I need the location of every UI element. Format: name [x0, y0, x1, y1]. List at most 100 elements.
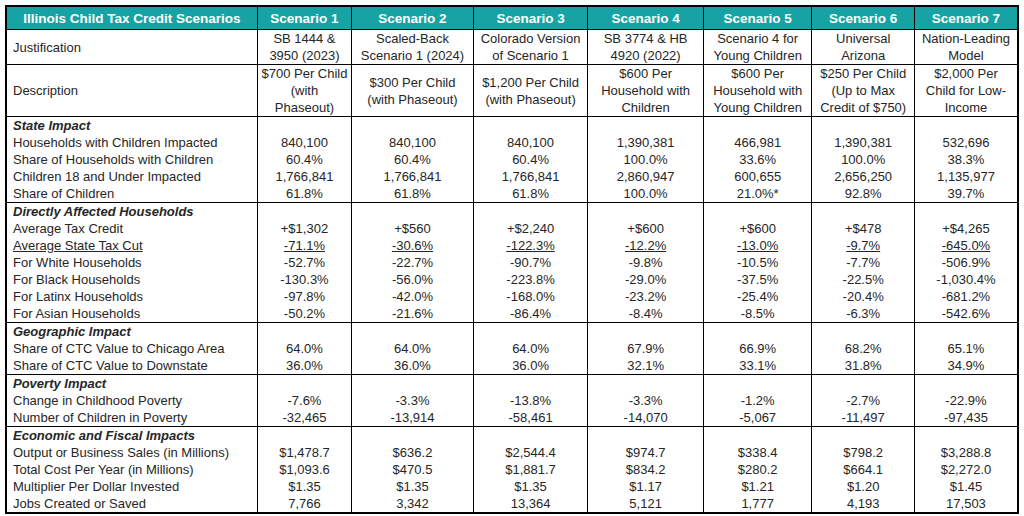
row-label: Share of CTC Value to Downstate	[6, 357, 257, 375]
value-cell	[257, 427, 351, 445]
table-row: For White Households-52.7%-22.7%-90.7%-9…	[6, 254, 1018, 271]
row-label: Description	[6, 65, 257, 117]
value-cell: 39.7%	[914, 185, 1018, 203]
value-cell: $1.35	[473, 478, 588, 495]
value-cell: 60.4%	[473, 151, 588, 168]
value-cell	[914, 427, 1018, 445]
value-cell: 32.1%	[588, 357, 704, 375]
value-cell	[703, 203, 812, 221]
value-cell: -3.3%	[352, 392, 474, 409]
scenario-7-header: Scenario 7	[914, 6, 1018, 30]
value-cell: -13.0%	[703, 237, 812, 254]
value-cell: 1,390,381	[588, 134, 704, 151]
value-cell: $834.2	[588, 461, 704, 478]
table-row: Jobs Created or Saved7,7663,34213,3645,1…	[6, 495, 1018, 513]
table-container: Illinois Child Tax Credit Scenarios Scen…	[5, 5, 1019, 514]
value-cell	[257, 323, 351, 341]
scenario-3-header: Scenario 3	[473, 6, 588, 30]
table-body: JustificationSB 1444 & 3950 (2023)Scaled…	[6, 30, 1018, 514]
value-cell: 840,100	[352, 134, 474, 151]
value-cell	[812, 427, 915, 445]
value-cell	[588, 203, 704, 221]
value-cell: 2,860,947	[588, 168, 704, 185]
row-label: For White Households	[6, 254, 257, 271]
value-cell: -22.7%	[352, 254, 474, 271]
value-cell: -9.7%	[812, 237, 915, 254]
value-cell: 600,655	[703, 168, 812, 185]
value-cell	[812, 117, 915, 135]
value-cell: -2.7%	[812, 392, 915, 409]
value-cell: 2,656,250	[812, 168, 915, 185]
value-cell: -97,435	[914, 409, 1018, 427]
section-header-row: Geographic Impact	[6, 323, 1018, 341]
table-row: Share of Households with Children 60.4%60…	[6, 151, 1018, 168]
table-row: Multiplier Per Dollar Invested$1.35$1.35…	[6, 478, 1018, 495]
value-cell: -645.0%	[914, 237, 1018, 254]
scenario-1-header: Scenario 1	[257, 6, 351, 30]
value-cell	[914, 323, 1018, 341]
value-cell: 65.1%	[914, 340, 1018, 357]
value-cell: $338.4	[703, 444, 812, 461]
row-label: For Latinx Households	[6, 288, 257, 305]
value-cell: Universal Arizona	[812, 30, 915, 65]
value-cell: +$4,265	[914, 220, 1018, 237]
value-cell: 840,100	[257, 134, 351, 151]
value-cell: -20.4%	[812, 288, 915, 305]
value-cell: Colorado Version of Scenario 1	[473, 30, 588, 65]
value-cell: $1.35	[352, 478, 474, 495]
value-cell: -30.6%	[352, 237, 474, 254]
value-cell	[257, 203, 351, 221]
value-cell: 21.0%*	[703, 185, 812, 203]
value-cell: 36.0%	[473, 357, 588, 375]
value-cell: 34.9%	[914, 357, 1018, 375]
value-cell: 840,100	[473, 134, 588, 151]
value-cell: $2,544.4	[473, 444, 588, 461]
value-cell: -1,030.4%	[914, 271, 1018, 288]
row-label: Total Cost Per Year (in Millions)	[6, 461, 257, 478]
value-cell: -22.5%	[812, 271, 915, 288]
value-cell	[257, 117, 351, 135]
value-cell: -90.7%	[473, 254, 588, 271]
value-cell: $1,478.7	[257, 444, 351, 461]
value-cell: $2,272.0	[914, 461, 1018, 478]
value-cell	[473, 203, 588, 221]
value-cell: $1.45	[914, 478, 1018, 495]
value-cell	[352, 427, 474, 445]
row-label: Share of Households with Children	[6, 151, 257, 168]
row-label: Share of Children	[6, 185, 257, 203]
value-cell	[588, 427, 704, 445]
value-cell	[914, 375, 1018, 393]
value-cell: 64.0%	[473, 340, 588, 357]
section-title: State Impact	[6, 117, 257, 135]
value-cell: 92.8%	[812, 185, 915, 203]
table-header-row: Illinois Child Tax Credit Scenarios Scen…	[6, 6, 1018, 30]
ctc-scenarios-table: Illinois Child Tax Credit Scenarios Scen…	[5, 5, 1019, 514]
value-cell: 38.3%	[914, 151, 1018, 168]
value-cell: SB 3774 & HB 4920 (2022)	[588, 30, 704, 65]
value-cell: 60.4%	[352, 151, 474, 168]
value-cell: 1,135,977	[914, 168, 1018, 185]
value-cell	[473, 427, 588, 445]
value-cell	[812, 375, 915, 393]
value-cell: $250 Per Child (Up to Max Credit of $750…	[812, 65, 915, 117]
value-cell: -122.3%	[473, 237, 588, 254]
value-cell: $600 Per Household with Young Children	[703, 65, 812, 117]
value-cell: -12.2%	[588, 237, 704, 254]
value-cell: $600 Per Household with Children	[588, 65, 704, 117]
value-cell: 13,364	[473, 495, 588, 513]
value-cell: 68.2%	[812, 340, 915, 357]
value-cell: Scaled-Back Scenario 1 (2024)	[352, 30, 474, 65]
value-cell: +$600	[588, 220, 704, 237]
value-cell: 61.8%	[352, 185, 474, 203]
value-cell: 67.9%	[588, 340, 704, 357]
row-label: Households with Children Impacted	[6, 134, 257, 151]
value-cell: -50.2%	[257, 305, 351, 323]
value-cell: 532,696	[914, 134, 1018, 151]
value-cell	[352, 375, 474, 393]
value-cell: 36.0%	[257, 357, 351, 375]
value-cell: $664.1	[812, 461, 915, 478]
table-row: Output or Business Sales (in Millions)$1…	[6, 444, 1018, 461]
row-label: For Black Households	[6, 271, 257, 288]
value-cell: 64.0%	[257, 340, 351, 357]
value-cell: 1,766,841	[257, 168, 351, 185]
